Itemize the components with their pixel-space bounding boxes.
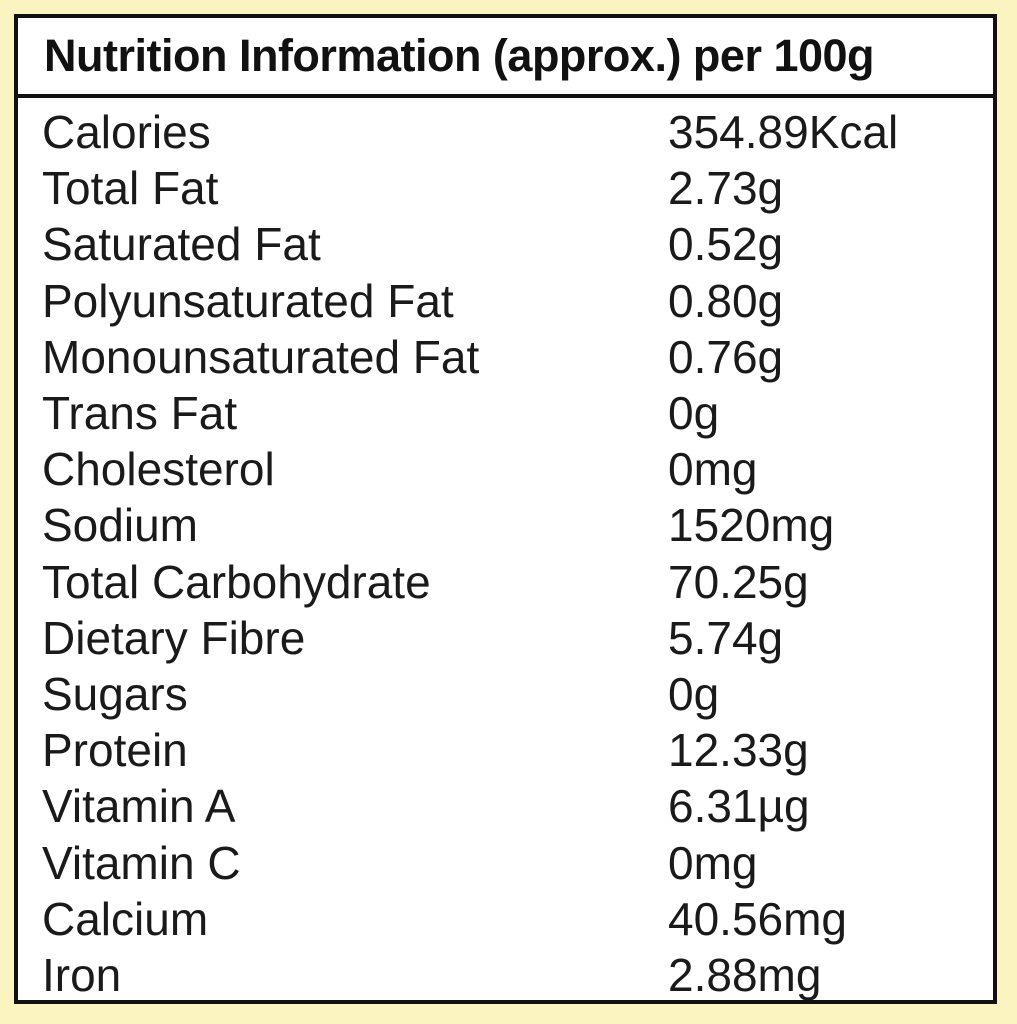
- nutrient-row: Protein 12.33g: [18, 722, 993, 778]
- panel-title: Nutrition Information (approx.) per 100g: [44, 30, 875, 81]
- nutrient-value: 5.74g: [668, 611, 784, 664]
- nutrition-panel: Nutrition Information (approx.) per 100g…: [14, 14, 997, 1004]
- nutrient-label: Total Carbohydrate: [42, 555, 431, 608]
- nutrient-row: Cholesterol 0mg: [18, 441, 993, 497]
- nutrient-value: 0g: [668, 667, 720, 720]
- nutrient-value: 354.89Kcal: [668, 106, 899, 159]
- nutrient-label: Saturated Fat: [42, 218, 321, 271]
- nutrient-label: Polyunsaturated Fat: [42, 274, 454, 327]
- nutrition-table: Calories 354.89Kcal Total Fat 2.73g Satu…: [18, 104, 993, 1003]
- nutrient-row: Iron 2.88mg: [18, 947, 993, 1003]
- nutrient-row: Dietary Fibre 5.74g: [18, 610, 993, 666]
- nutrient-value: 0.80g: [668, 274, 784, 327]
- nutrient-value: 0.52g: [668, 218, 784, 271]
- nutrient-label: Vitamin A: [42, 780, 236, 833]
- nutrient-row: Trans Fat 0g: [18, 385, 993, 441]
- nutrient-value: 0.76g: [668, 330, 784, 383]
- nutrient-row: Total Fat 2.73g: [18, 160, 993, 216]
- nutrient-value: 0mg: [668, 836, 758, 889]
- nutrient-row: Calories 354.89Kcal: [18, 104, 993, 160]
- nutrient-row: Calcium 40.56mg: [18, 891, 993, 947]
- nutrient-value: 2.73g: [668, 162, 784, 215]
- nutrient-row: Polyunsaturated Fat 0.80g: [18, 273, 993, 329]
- nutrient-label: Cholesterol: [42, 443, 275, 496]
- nutrient-label: Sodium: [42, 499, 198, 552]
- nutrient-label: Iron: [42, 948, 122, 1001]
- nutrient-value: 1520mg: [668, 499, 835, 552]
- nutrient-label: Trans Fat: [42, 387, 238, 440]
- nutrient-row: Vitamin C 0mg: [18, 834, 993, 890]
- nutrient-value: 0mg: [668, 443, 758, 496]
- nutrient-label: Calcium: [42, 892, 209, 945]
- nutrient-value: 0g: [668, 387, 720, 440]
- nutrient-value: 40.56mg: [668, 892, 848, 945]
- nutrient-row: Monounsaturated Fat 0.76g: [18, 329, 993, 385]
- nutrient-value: 2.88mg: [668, 948, 822, 1001]
- title-bar: Nutrition Information (approx.) per 100g: [18, 18, 993, 98]
- nutrient-label: Sugars: [42, 667, 188, 720]
- nutrient-label: Monounsaturated Fat: [42, 330, 480, 383]
- nutrient-row: Vitamin A 6.31µg: [18, 778, 993, 834]
- nutrient-row: Saturated Fat 0.52g: [18, 216, 993, 272]
- nutrient-value: 70.25g: [668, 555, 809, 608]
- nutrient-row: Total Carbohydrate 70.25g: [18, 554, 993, 610]
- nutrient-label: Protein: [42, 724, 188, 777]
- nutrient-value: 12.33g: [668, 724, 809, 777]
- nutrient-row: Sodium 1520mg: [18, 497, 993, 553]
- nutrient-label: Dietary Fibre: [42, 611, 306, 664]
- nutrient-row: Sugars 0g: [18, 666, 993, 722]
- nutrient-label: Total Fat: [42, 162, 219, 215]
- nutrient-label: Vitamin C: [42, 836, 241, 889]
- nutrient-label: Calories: [42, 106, 211, 159]
- nutrient-value: 6.31µg: [668, 780, 810, 833]
